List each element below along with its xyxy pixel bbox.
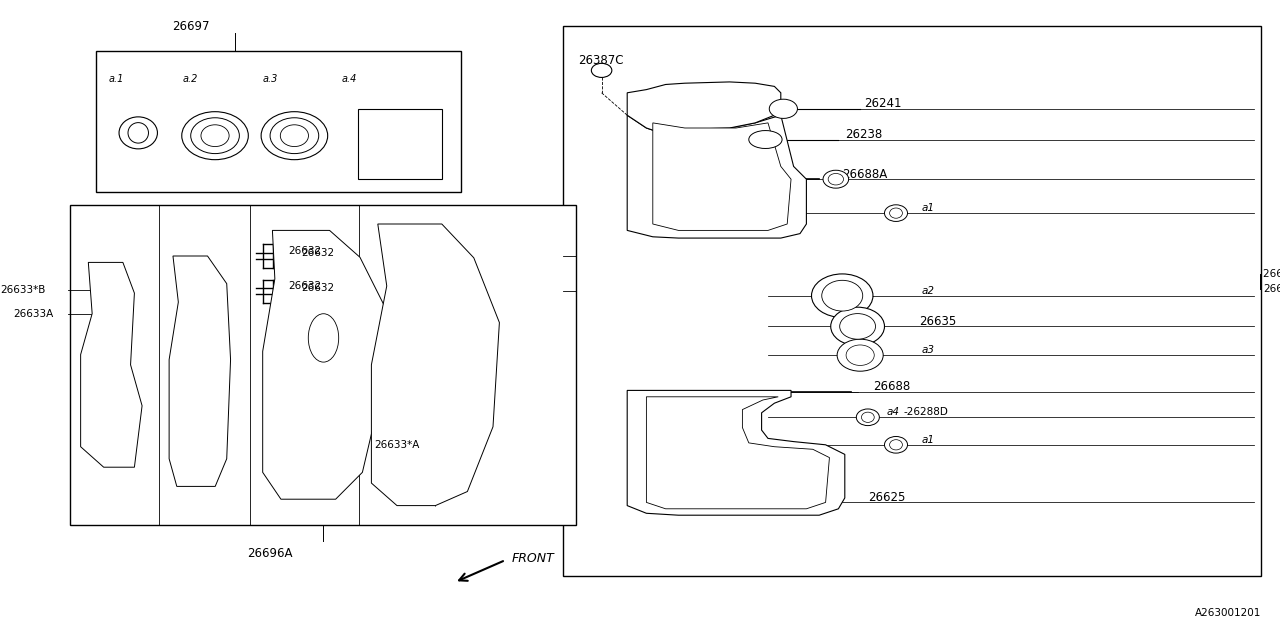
- Text: a.4: a.4: [342, 74, 357, 84]
- Ellipse shape: [884, 205, 908, 221]
- Ellipse shape: [191, 118, 239, 154]
- Text: 26696A: 26696A: [247, 547, 293, 560]
- Ellipse shape: [884, 436, 908, 453]
- Text: a1: a1: [922, 203, 934, 213]
- Text: 26632: 26632: [301, 283, 334, 293]
- Text: 26633*B: 26633*B: [0, 285, 45, 294]
- Polygon shape: [262, 230, 384, 499]
- Polygon shape: [627, 82, 781, 134]
- Polygon shape: [81, 262, 142, 467]
- Polygon shape: [653, 123, 791, 230]
- Text: a2: a2: [922, 285, 934, 296]
- Ellipse shape: [822, 280, 863, 311]
- Text: 26635: 26635: [919, 315, 956, 328]
- Polygon shape: [627, 115, 806, 238]
- Text: -26288D: -26288D: [904, 407, 948, 417]
- Ellipse shape: [831, 307, 884, 346]
- Ellipse shape: [861, 412, 874, 422]
- Text: 26692 <RH>: 26692 <RH>: [1263, 269, 1280, 279]
- Ellipse shape: [201, 125, 229, 147]
- Text: 26692A<LH>: 26692A<LH>: [1263, 284, 1280, 294]
- Ellipse shape: [308, 314, 339, 362]
- Ellipse shape: [890, 208, 902, 218]
- Ellipse shape: [769, 99, 797, 118]
- Text: a1: a1: [922, 435, 934, 445]
- Text: 26632: 26632: [301, 248, 334, 258]
- Ellipse shape: [846, 345, 874, 365]
- Text: 26625: 26625: [868, 491, 905, 504]
- Polygon shape: [371, 224, 499, 506]
- Bar: [96, 51, 461, 192]
- Ellipse shape: [840, 314, 876, 339]
- Text: a.2: a.2: [183, 74, 198, 84]
- Ellipse shape: [823, 170, 849, 188]
- Text: 26238: 26238: [845, 128, 882, 141]
- Text: a4: a4: [887, 407, 900, 417]
- Ellipse shape: [280, 125, 308, 147]
- Ellipse shape: [119, 117, 157, 149]
- Bar: [70, 205, 576, 525]
- Ellipse shape: [828, 173, 844, 185]
- Text: 26387C: 26387C: [579, 54, 625, 67]
- Text: a.1: a.1: [109, 74, 124, 84]
- Text: 26633*A: 26633*A: [374, 440, 420, 450]
- Text: a3: a3: [922, 345, 934, 355]
- Ellipse shape: [261, 112, 328, 160]
- Ellipse shape: [270, 118, 319, 154]
- Polygon shape: [627, 390, 845, 515]
- Polygon shape: [646, 397, 829, 509]
- Text: 26688A: 26688A: [842, 168, 887, 180]
- Text: 26241: 26241: [864, 97, 901, 110]
- Text: 26633A: 26633A: [13, 308, 52, 319]
- Bar: [358, 109, 442, 179]
- Polygon shape: [169, 256, 230, 486]
- Text: 26697: 26697: [173, 20, 210, 33]
- Ellipse shape: [749, 131, 782, 148]
- Ellipse shape: [837, 339, 883, 371]
- Text: 26688: 26688: [873, 380, 910, 393]
- Ellipse shape: [591, 63, 612, 77]
- Text: A263001201: A263001201: [1194, 607, 1261, 618]
- Text: 26632: 26632: [288, 246, 321, 256]
- Text: FRONT: FRONT: [512, 552, 554, 564]
- Bar: [563, 26, 1261, 576]
- Text: a.3: a.3: [262, 74, 278, 84]
- Ellipse shape: [812, 274, 873, 317]
- Ellipse shape: [128, 123, 148, 143]
- Ellipse shape: [856, 409, 879, 426]
- Ellipse shape: [890, 440, 902, 450]
- Text: 26632: 26632: [288, 281, 321, 291]
- Ellipse shape: [182, 112, 248, 160]
